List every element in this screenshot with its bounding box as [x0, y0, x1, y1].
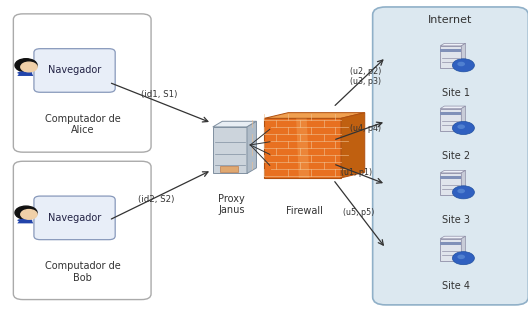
Polygon shape: [247, 121, 257, 174]
FancyBboxPatch shape: [372, 7, 528, 305]
Polygon shape: [17, 220, 33, 223]
Text: Site 1: Site 1: [442, 88, 470, 98]
Text: Firewall: Firewall: [286, 206, 323, 216]
Circle shape: [15, 59, 37, 72]
Bar: [440, 109, 461, 131]
Bar: [440, 239, 461, 261]
Bar: [440, 176, 461, 179]
Ellipse shape: [17, 219, 32, 222]
Polygon shape: [440, 106, 466, 109]
Text: (id1, S1): (id1, S1): [141, 90, 177, 99]
Text: (u2, p2)
(u3, p3): (u2, p2) (u3, p3): [350, 67, 381, 86]
Text: Internet: Internet: [428, 14, 472, 25]
Bar: [440, 242, 461, 245]
Text: Proxy
Janus: Proxy Janus: [218, 194, 245, 215]
Circle shape: [452, 59, 475, 72]
FancyBboxPatch shape: [13, 161, 151, 300]
Text: Site 2: Site 2: [442, 151, 470, 161]
Circle shape: [458, 255, 465, 259]
FancyBboxPatch shape: [13, 14, 151, 152]
Circle shape: [458, 62, 465, 66]
Polygon shape: [341, 113, 365, 178]
Circle shape: [15, 206, 37, 219]
Bar: [220, 166, 238, 172]
Polygon shape: [296, 118, 309, 178]
Text: (u1, p1): (u1, p1): [341, 168, 372, 177]
Polygon shape: [461, 106, 466, 131]
Circle shape: [452, 252, 475, 265]
Polygon shape: [264, 113, 365, 118]
Text: Navegador: Navegador: [48, 65, 101, 75]
Text: Computador de
Alice: Computador de Alice: [44, 114, 121, 135]
Bar: [440, 49, 461, 52]
Polygon shape: [440, 43, 466, 46]
Bar: [24, 71, 30, 74]
Ellipse shape: [17, 71, 32, 74]
Polygon shape: [461, 236, 466, 261]
Circle shape: [452, 186, 475, 199]
Circle shape: [458, 189, 465, 193]
Bar: [24, 218, 30, 222]
Bar: [440, 173, 461, 195]
FancyBboxPatch shape: [34, 49, 115, 92]
Circle shape: [452, 122, 475, 135]
Polygon shape: [17, 73, 33, 76]
Polygon shape: [264, 118, 341, 178]
Polygon shape: [461, 170, 466, 195]
Circle shape: [21, 209, 37, 219]
Text: Site 3: Site 3: [442, 215, 470, 225]
Text: (id2, S2): (id2, S2): [138, 195, 175, 204]
Bar: [440, 46, 461, 68]
FancyBboxPatch shape: [34, 196, 115, 240]
Polygon shape: [461, 43, 466, 68]
Polygon shape: [213, 121, 257, 127]
FancyBboxPatch shape: [213, 127, 247, 174]
Text: (u4, p4): (u4, p4): [350, 123, 381, 133]
Polygon shape: [440, 170, 466, 173]
Text: Navegador: Navegador: [48, 213, 101, 223]
Text: Computador de
Bob: Computador de Bob: [44, 261, 121, 283]
Polygon shape: [440, 236, 466, 239]
Bar: [440, 112, 461, 115]
Text: (u5, p5): (u5, p5): [343, 208, 374, 217]
Circle shape: [458, 124, 465, 129]
Circle shape: [21, 62, 37, 72]
Text: Site 4: Site 4: [442, 281, 470, 291]
